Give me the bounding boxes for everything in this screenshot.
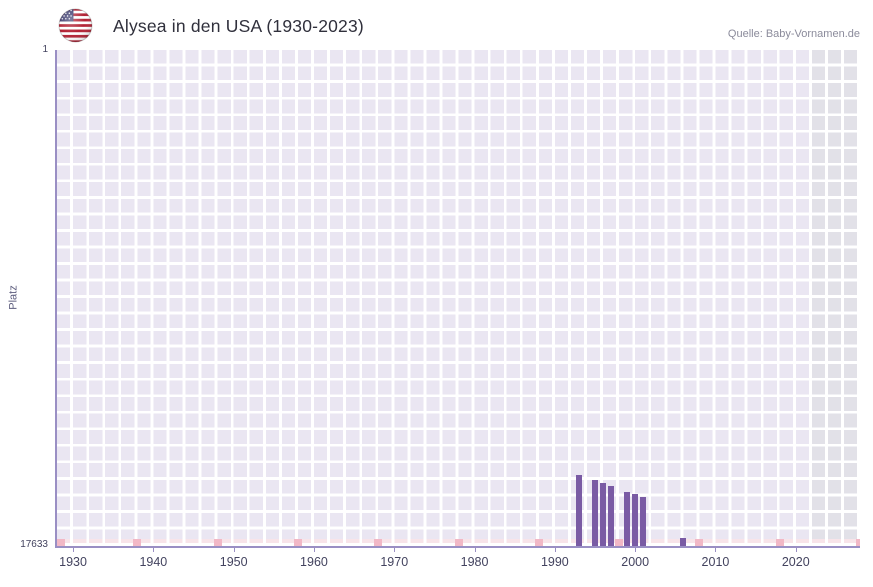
unranked-mark [615, 539, 624, 546]
y-tick-label-bottom: 17633 [20, 539, 48, 550]
x-tick-label: 2000 [621, 555, 650, 569]
y-axis-line [55, 50, 57, 548]
x-tick-label: 2010 [701, 555, 730, 569]
x-tick-label: 1980 [460, 555, 489, 569]
x-axis: 1930 1940 1950 1960 1970 1980 1990 2000 2010 2020 [57, 548, 860, 580]
y-tick-label-top: 1 [42, 44, 48, 55]
y-axis-label: Platz [7, 285, 20, 310]
unranked-mark [695, 539, 704, 546]
x-tick-label: 1990 [540, 555, 569, 569]
x-tick-label: 1960 [300, 555, 328, 569]
unranked-mark [213, 539, 222, 546]
unranked-mark [374, 539, 383, 546]
unranked-mark [534, 539, 543, 546]
x-tick-label: 1940 [139, 555, 168, 569]
future-band [811, 50, 860, 546]
x-tick-label: 1930 [59, 555, 87, 569]
x-tick-mark [715, 548, 717, 552]
x-tick-mark [795, 548, 797, 552]
page-title: Alysea in den USA (1930-2023) [113, 16, 364, 36]
x-tick-mark [233, 548, 235, 552]
unranked-mark [775, 539, 784, 546]
rank-bar[interactable] [640, 497, 647, 546]
rank-bar[interactable] [680, 538, 687, 546]
rank-bar[interactable] [600, 483, 607, 546]
unranked-mark [856, 539, 860, 546]
x-tick-mark [73, 548, 75, 552]
us-flag-icon [58, 8, 93, 43]
x-tick-mark [313, 548, 315, 552]
rank-bar[interactable] [624, 491, 631, 546]
x-axis-line [55, 546, 860, 548]
x-tick-mark [554, 548, 556, 552]
x-tick-mark [635, 548, 637, 552]
rank-bar[interactable] [575, 474, 582, 546]
x-tick-label: 2020 [781, 555, 810, 569]
unranked-mark [133, 539, 142, 546]
plot-area [57, 50, 860, 546]
unranked-mark [454, 539, 463, 546]
rank-bar[interactable] [592, 480, 598, 546]
grid-overlay [57, 50, 860, 546]
x-tick-label: 1970 [380, 555, 409, 569]
x-tick-label: 1950 [219, 555, 248, 569]
rank-bar[interactable] [632, 493, 639, 546]
unranked-mark [293, 539, 302, 546]
rank-bar[interactable] [608, 485, 615, 546]
unranked-mark [57, 539, 65, 546]
x-tick-mark [153, 548, 155, 552]
x-tick-mark [474, 548, 476, 552]
source-credit: Quelle: Baby-Vornamen.de [727, 28, 860, 40]
x-tick-mark [394, 548, 396, 552]
